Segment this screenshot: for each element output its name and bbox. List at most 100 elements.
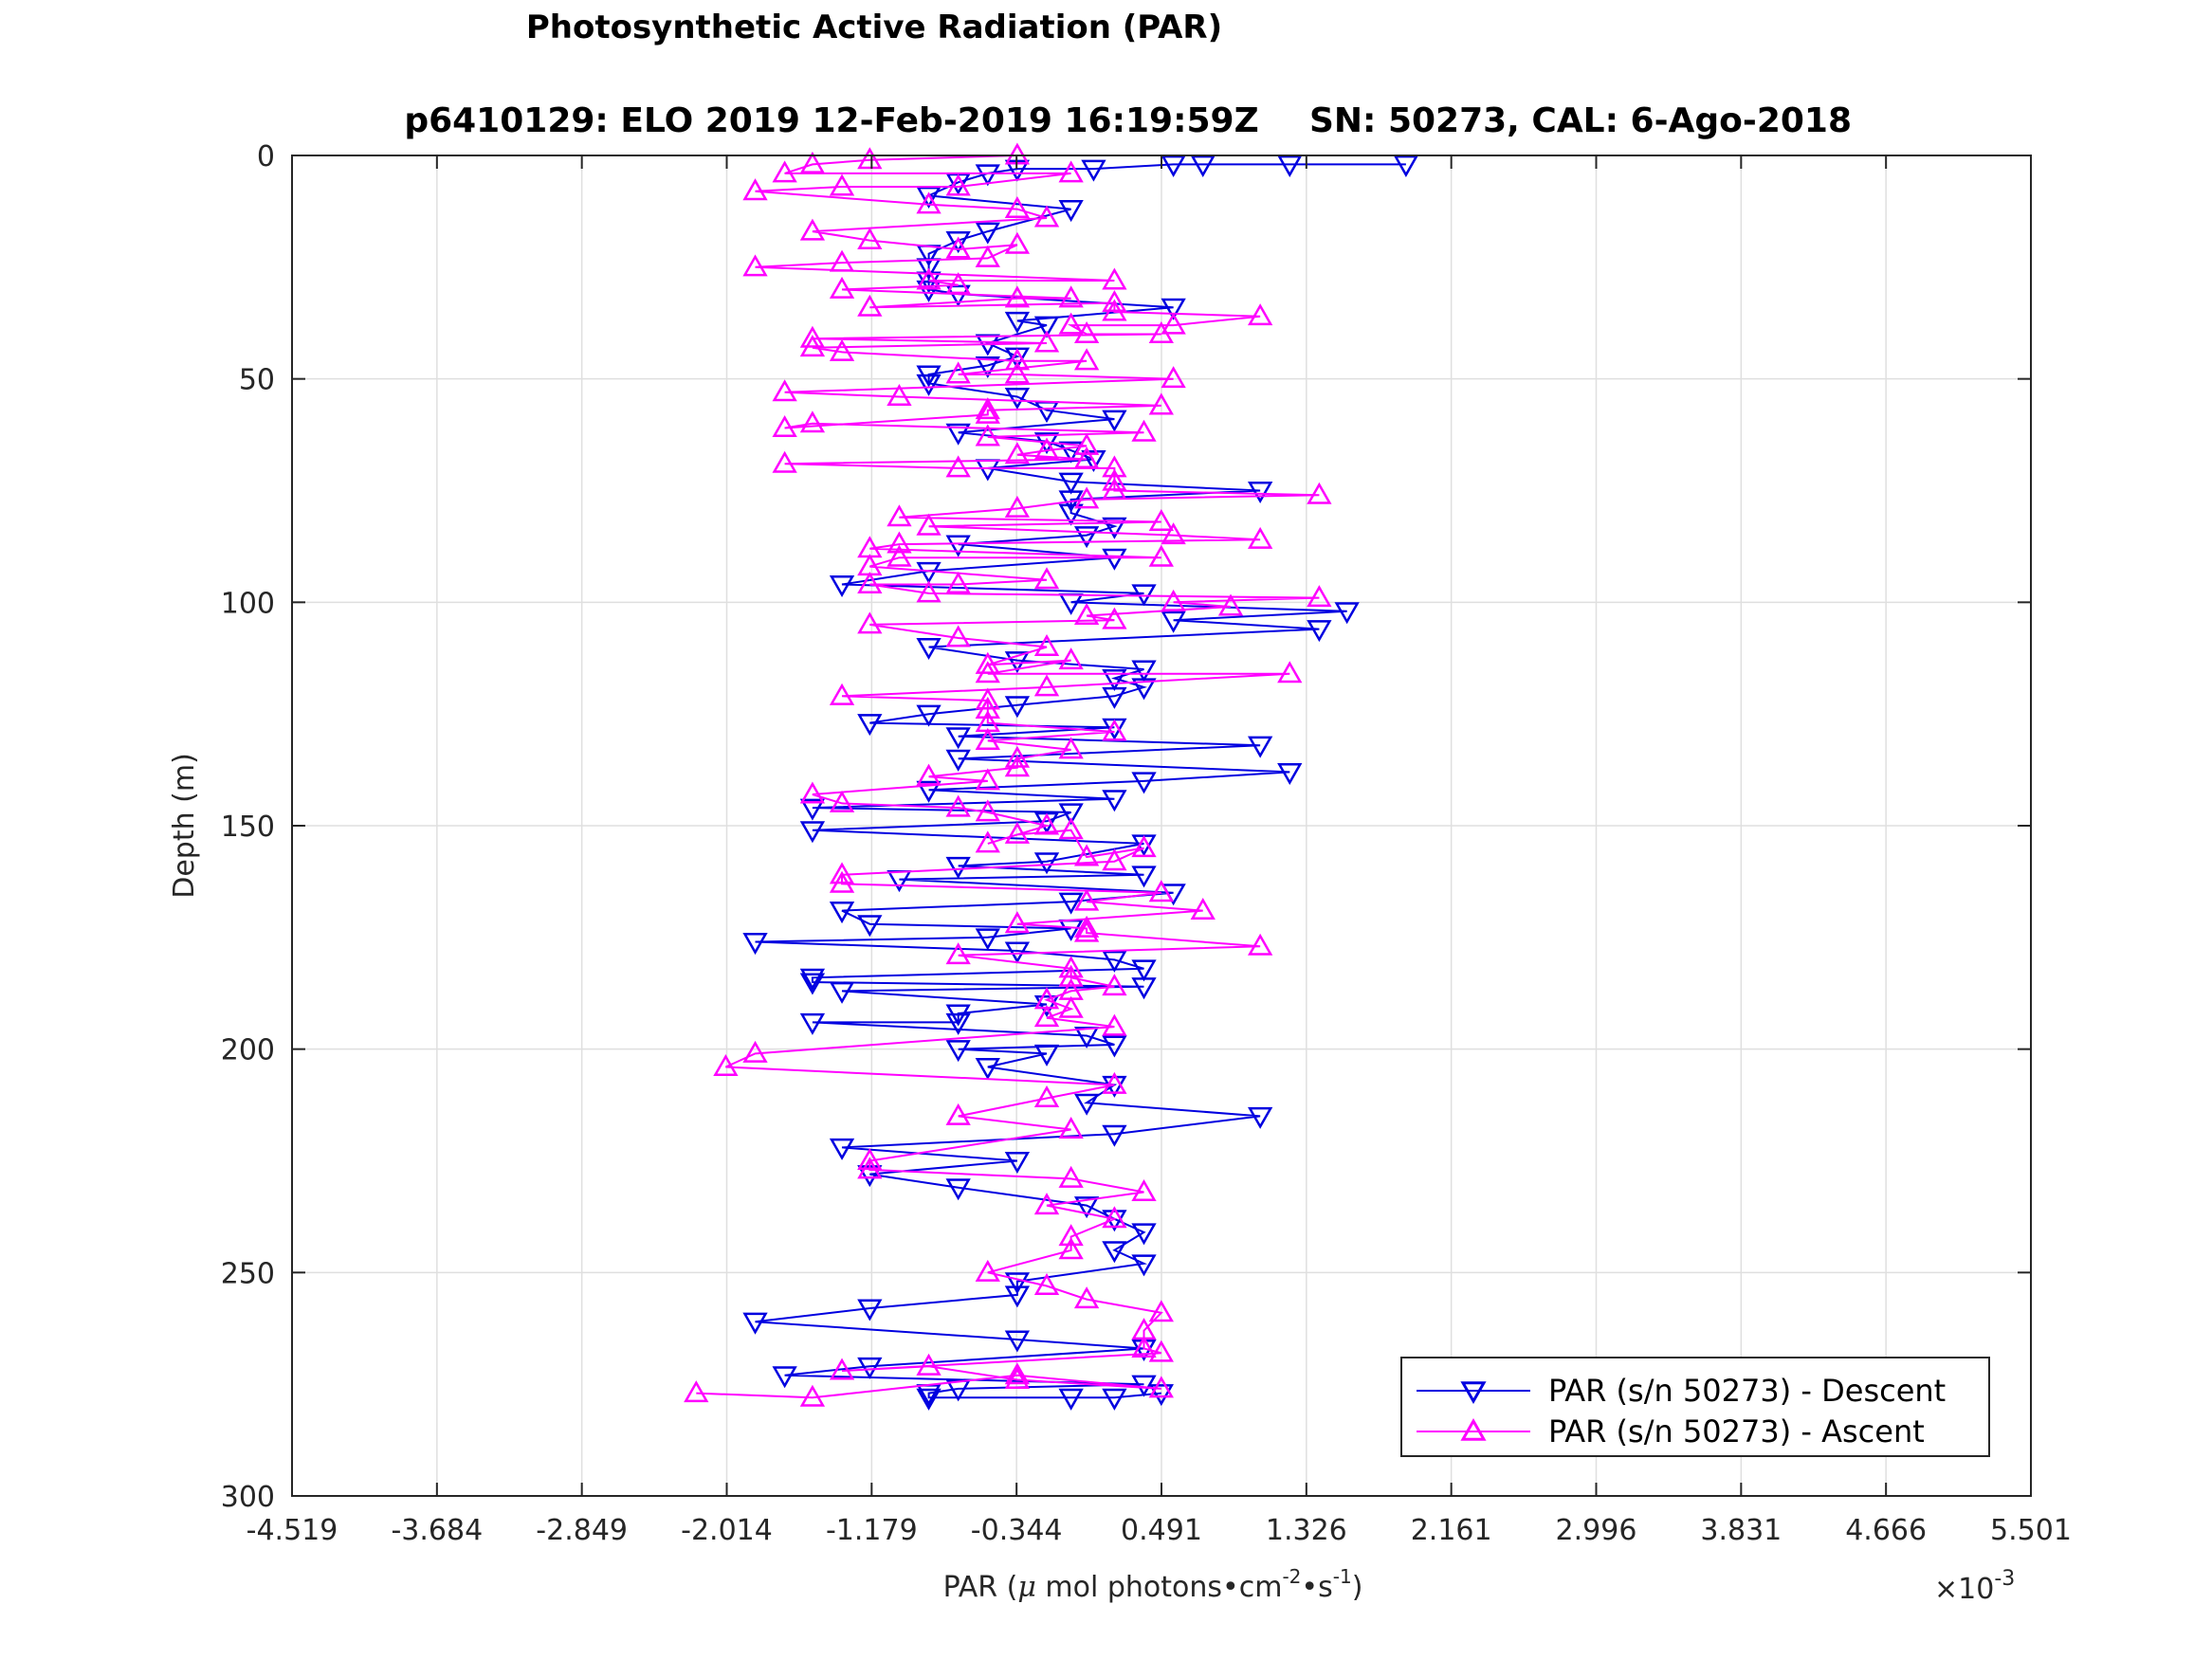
ascent-point	[1148, 508, 1174, 531]
ascent-point	[916, 580, 941, 603]
ascent-point	[1161, 366, 1186, 389]
ascent-point	[1033, 987, 1060, 1010]
ascent-point	[829, 862, 855, 884]
ascent-point	[1058, 1237, 1084, 1260]
ascent-point	[887, 531, 912, 554]
descent-point	[1102, 548, 1127, 571]
ascent-point	[1033, 1085, 1060, 1108]
descent-point	[1033, 316, 1060, 338]
ascent-point	[1073, 844, 1100, 866]
descent-point	[975, 928, 1000, 951]
ascent-point	[857, 228, 883, 250]
ascent-point	[1058, 647, 1084, 670]
ascent-point	[1307, 482, 1332, 504]
descent-point	[1102, 410, 1127, 432]
ascent-point	[975, 768, 1000, 791]
descent-point	[1161, 611, 1186, 633]
x-tick-label: 4.666	[1845, 1514, 1927, 1547]
ascent-point	[1102, 1013, 1127, 1036]
ascent-point	[829, 249, 855, 272]
ascent-point	[799, 325, 826, 348]
ascent-point	[1033, 330, 1060, 353]
ascent-point	[1277, 661, 1303, 684]
descent-point	[1277, 762, 1303, 785]
ascent-point	[1033, 1272, 1060, 1295]
ascent-point	[857, 611, 883, 634]
ascent-point	[887, 544, 912, 567]
x-tick-label: 5.501	[1990, 1514, 2072, 1547]
descent-point	[1004, 1285, 1031, 1308]
descent-point	[1334, 602, 1360, 625]
descent-point	[1307, 620, 1332, 643]
y-tick-label: 300	[221, 1481, 275, 1514]
ascent-point	[857, 536, 883, 558]
x-axis-multiplier-base: ×10	[1934, 1573, 1994, 1606]
descent-point	[945, 856, 971, 879]
ascent-point	[772, 379, 797, 402]
ascent-point	[975, 710, 1000, 733]
descent-point	[1131, 866, 1157, 888]
ascent-point	[1148, 1376, 1174, 1398]
descent-point	[945, 727, 971, 750]
y-tick-label: 200	[221, 1034, 275, 1067]
descent-point	[1102, 1035, 1127, 1058]
ascent-point	[1161, 312, 1186, 335]
descent-point	[945, 284, 971, 307]
descent-point	[1004, 1330, 1031, 1353]
descent-point	[829, 574, 855, 597]
descent-point	[742, 1312, 768, 1335]
descent-point	[1161, 298, 1186, 320]
descent-point	[916, 186, 941, 209]
descent-point	[1004, 1152, 1031, 1175]
ascent-point	[1004, 1366, 1031, 1389]
ascent-point	[975, 799, 1000, 822]
descent-point	[1102, 1388, 1127, 1411]
ascent-point	[742, 1040, 768, 1063]
descent-point	[1247, 736, 1273, 758]
ascent-point	[1004, 348, 1031, 371]
x-tick-label: -1.179	[826, 1514, 918, 1547]
ascent-point	[1033, 1193, 1060, 1215]
descent-point	[1004, 941, 1031, 964]
ascent-point	[1033, 437, 1060, 460]
ascent-point	[1131, 419, 1157, 442]
descent-point	[1004, 651, 1031, 674]
ascent-point	[1131, 1318, 1157, 1340]
legend-descent-marker	[1460, 1381, 1487, 1405]
ascent-point	[1004, 196, 1031, 219]
descent-point	[799, 968, 826, 991]
ascent-point	[1161, 589, 1186, 611]
y-tick-label: 0	[257, 140, 275, 173]
descent-point	[799, 798, 826, 821]
ascent-point	[799, 781, 826, 804]
ascent-point	[1033, 567, 1060, 590]
descent-point	[1058, 503, 1084, 526]
ascent-point	[772, 160, 797, 183]
ascent-point	[1004, 911, 1031, 934]
x-tick-label: 1.326	[1266, 1514, 1347, 1547]
ascent-point	[1058, 995, 1084, 1018]
x-axis-label-part: )	[1352, 1571, 1363, 1604]
ascent-point	[945, 361, 971, 384]
descent-point	[916, 704, 941, 727]
x-tick-label: -0.344	[971, 1514, 1063, 1547]
descent-point	[1058, 803, 1084, 826]
ascent-point	[1033, 633, 1060, 656]
ascent-point	[945, 236, 971, 259]
descent-point	[1058, 1388, 1084, 1411]
ascent-point	[887, 384, 912, 407]
ascent-point	[1004, 442, 1031, 465]
ascent-point	[945, 272, 971, 295]
ascent-point	[1148, 544, 1174, 567]
ascent-point	[1004, 1362, 1031, 1385]
ascent-point	[1058, 1116, 1084, 1139]
y-tick-label: 50	[239, 364, 275, 397]
ascent-point	[1102, 719, 1127, 741]
descent-point	[975, 356, 1000, 379]
ascent-point	[1033, 674, 1060, 697]
ascent-point	[1073, 486, 1100, 509]
ascent-point	[799, 151, 826, 173]
ascent-point	[1102, 974, 1127, 996]
y-tick-label: 150	[221, 811, 275, 844]
